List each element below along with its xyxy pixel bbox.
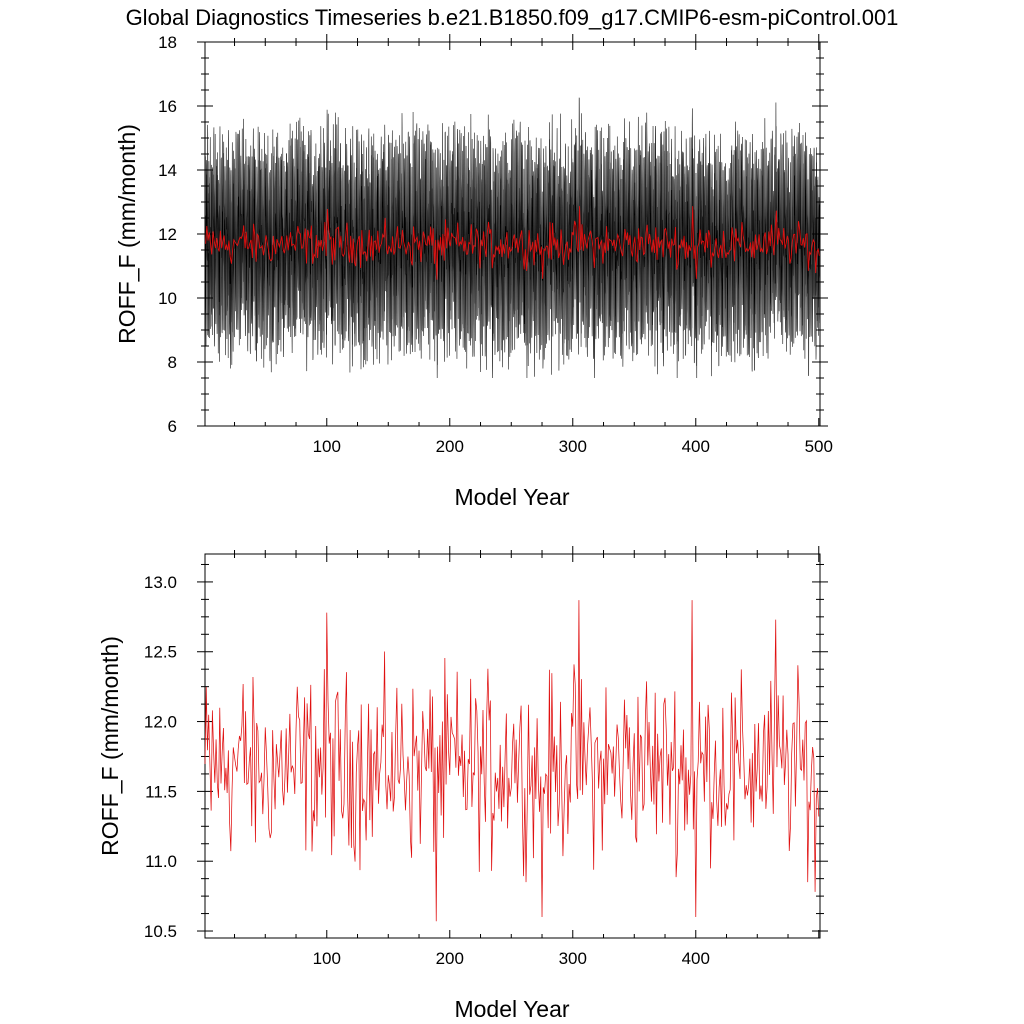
top-y-tick-labels: 6 8 10 12 14 16 18 — [158, 33, 177, 436]
y-tick-label: 6 — [168, 417, 177, 436]
x-tick-label: 400 — [682, 949, 710, 968]
y-tick-label: 12 — [158, 225, 177, 244]
bottom-panel: 100 200 300 400 10.5 11.0 11.5 12.0 12.5 13.0 Mo… — [97, 546, 828, 1022]
y-tick-label: 13.0 — [144, 573, 177, 592]
y-tick-label: 12.5 — [144, 643, 177, 662]
bottom-y-axis-label: ROFF_F (mm/month) — [97, 636, 123, 856]
y-tick-label: 8 — [168, 353, 177, 372]
y-tick-label: 12.0 — [144, 713, 177, 732]
x-tick-label: 200 — [436, 437, 464, 456]
chart-title: Global Diagnostics Timeseries b.e21.B185… — [126, 5, 899, 30]
x-tick-label: 100 — [313, 949, 341, 968]
bottom-annual-series-line — [204, 600, 820, 922]
x-tick-label: 300 — [559, 437, 587, 456]
x-tick-label: 400 — [682, 437, 710, 456]
top-monthly-series-line — [204, 97, 821, 379]
top-annual-series-line — [205, 206, 820, 280]
y-tick-label: 14 — [158, 161, 177, 180]
x-tick-label: 300 — [559, 949, 587, 968]
y-tick-label: 10.5 — [144, 922, 177, 941]
top-x-tick-labels: 100 200 300 400 500 — [313, 437, 833, 456]
y-tick-label: 18 — [158, 33, 177, 52]
top-x-axis-label: Model Year — [454, 484, 569, 510]
bottom-y-tick-labels: 10.5 11.0 11.5 12.0 12.5 13.0 — [144, 573, 177, 941]
bottom-x-axis-label: Model Year — [454, 996, 569, 1022]
top-y-axis-label: ROFF_F (mm/month) — [114, 124, 140, 344]
bottom-x-tick-labels: 100 200 300 400 — [313, 949, 710, 968]
x-tick-label: 100 — [313, 437, 341, 456]
y-tick-label: 10 — [158, 289, 177, 308]
y-tick-label: 11.0 — [145, 852, 177, 871]
y-tick-label: 16 — [158, 97, 177, 116]
x-tick-label: 200 — [436, 949, 464, 968]
y-tick-label: 11.5 — [145, 782, 177, 801]
bottom-ticks — [197, 546, 828, 938]
x-tick-label: 500 — [805, 437, 833, 456]
